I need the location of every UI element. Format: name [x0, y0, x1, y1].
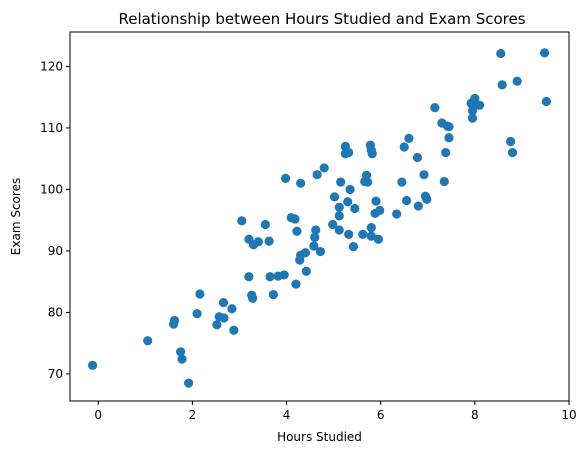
scatter-point — [506, 136, 516, 147]
scatter-point — [401, 195, 412, 206]
x-tick-label: 6 — [377, 408, 385, 422]
scatter-point — [227, 304, 237, 314]
scatter-point — [371, 196, 381, 206]
y-tick-label: 110 — [40, 121, 63, 135]
scatter-point — [279, 270, 289, 280]
scatter-point — [430, 103, 440, 113]
scatter-point — [444, 122, 454, 132]
x-tick-label: 2 — [189, 408, 197, 422]
scatter-point — [467, 113, 478, 123]
scatter-point — [439, 176, 449, 187]
scatter-point — [441, 147, 451, 158]
scatter-point — [375, 205, 385, 215]
scatter-point — [218, 298, 229, 308]
y-tick-label: 80 — [48, 305, 63, 319]
scatter-point — [329, 192, 340, 202]
scatter-point — [344, 147, 354, 158]
x-axis-label: Hours Studied — [277, 430, 362, 444]
scatter-point — [412, 152, 423, 163]
scatter-point — [497, 80, 507, 90]
scatter-point — [195, 289, 205, 299]
scatter-point — [345, 184, 355, 195]
scatter-point — [212, 320, 222, 330]
y-tick-label: 120 — [40, 59, 63, 73]
scatter-point — [358, 229, 368, 239]
scatter-point — [362, 177, 373, 187]
scatter-point — [248, 293, 258, 303]
scatter-point — [392, 209, 402, 219]
scatter-point — [315, 246, 326, 257]
scatter-point — [264, 236, 274, 246]
scatter-point — [300, 248, 310, 258]
scatter-point — [496, 48, 506, 59]
scatter-point — [290, 214, 300, 224]
scatter-point — [328, 219, 338, 230]
scatter-point — [291, 279, 301, 289]
scatter-point — [399, 142, 409, 152]
scatter-point — [422, 194, 432, 204]
scatter-point — [253, 237, 263, 247]
scatter-point — [143, 336, 153, 346]
scatter-point — [310, 232, 320, 243]
scatter-point — [419, 170, 429, 180]
scatter-point — [367, 149, 377, 159]
plot-frame — [69, 31, 570, 402]
scatter-point — [237, 216, 247, 226]
scatter-point — [265, 272, 275, 282]
scatter-point — [348, 242, 358, 252]
scatter-point — [512, 76, 522, 86]
scatter-point — [541, 96, 552, 107]
scatter-point — [281, 173, 291, 183]
scatter-point — [373, 234, 383, 244]
scatter-point — [334, 202, 344, 212]
scatter-point — [350, 203, 360, 214]
y-tick-label: 100 — [40, 182, 63, 196]
scatter-point — [334, 211, 344, 221]
scatter-point — [404, 133, 414, 143]
x-tick-label: 10 — [561, 408, 576, 422]
scatter-point — [192, 309, 202, 319]
scatter-point — [229, 325, 239, 335]
y-tick-label: 90 — [48, 244, 63, 258]
scatter-point — [296, 178, 306, 188]
scatter-point — [176, 347, 186, 357]
scatter-point — [177, 354, 187, 364]
scatter-point — [87, 360, 98, 370]
scatter-point — [366, 222, 376, 233]
scatter-point — [244, 272, 254, 282]
scatter-point — [292, 226, 302, 236]
scatter-point — [312, 170, 322, 180]
scatter-point — [444, 133, 454, 143]
scatter-point — [169, 315, 180, 326]
scatter-point — [336, 177, 346, 187]
scatter-point — [184, 378, 194, 388]
scatter-point — [334, 225, 344, 235]
scatter-point — [319, 163, 329, 173]
x-tick-label: 8 — [471, 408, 479, 422]
scatter-point — [260, 219, 270, 230]
chart-title: Relationship between Hours Studied and E… — [118, 10, 525, 28]
x-tick-label: 4 — [283, 408, 291, 422]
scatter-point — [309, 241, 319, 251]
x-tick-label: 0 — [94, 408, 102, 422]
scatter-point — [344, 229, 354, 239]
scatter-point — [361, 170, 372, 180]
scatter-point — [311, 225, 321, 235]
scatter-point — [343, 197, 353, 207]
axis-ticks: 0 2 4 6 8 10 70 80 90 100 110 120 — [40, 59, 577, 422]
scatter-point — [413, 201, 423, 211]
scatter-point — [507, 147, 518, 158]
scatter-point — [219, 313, 229, 323]
data-points — [87, 48, 552, 388]
y-tick-label: 70 — [48, 367, 63, 381]
scatter-point — [268, 290, 278, 300]
scatter-point — [474, 100, 485, 110]
scatter-point — [397, 177, 407, 187]
y-axis-label: Exam Scores — [9, 178, 23, 255]
scatter-point — [366, 231, 376, 241]
scatter-point — [301, 266, 311, 276]
scatter-point — [539, 48, 550, 58]
